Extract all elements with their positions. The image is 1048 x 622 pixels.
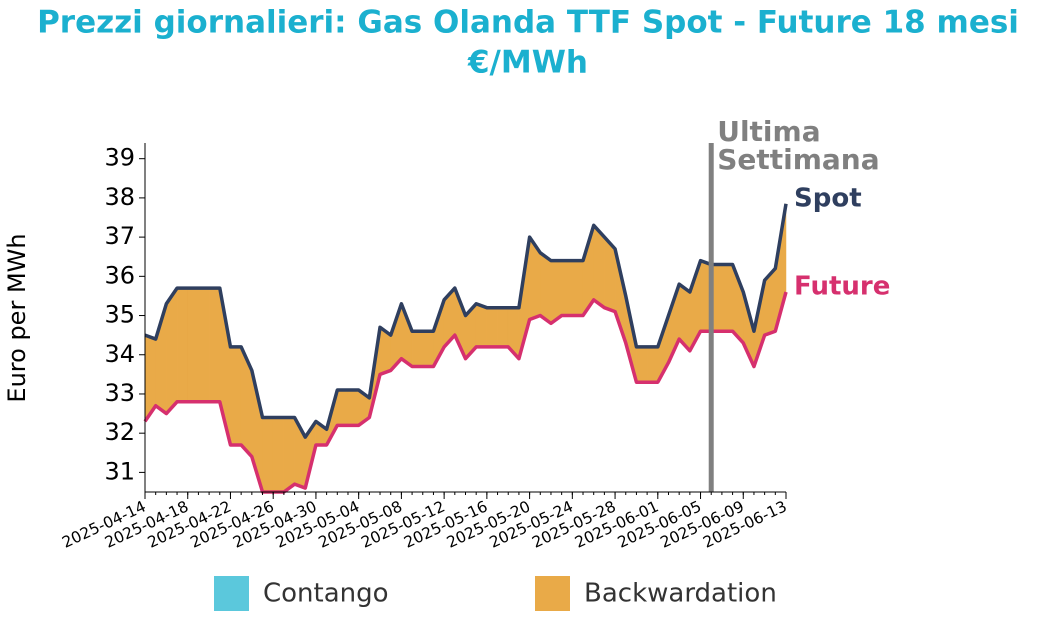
spread-fill [497, 307, 509, 348]
spread-fill [721, 264, 733, 332]
spread-fill [636, 346, 648, 383]
spread-fill [540, 252, 552, 324]
y-tick-label: 32 [104, 418, 135, 446]
annotation-label: Settimana [717, 143, 879, 176]
spread-fill [166, 287, 178, 415]
annotation-label: Ultima [717, 115, 820, 148]
series-label: Future [794, 272, 890, 302]
spread-fill [272, 417, 285, 493]
legend-swatch [535, 576, 570, 611]
spread-fill [208, 287, 221, 403]
y-tick-label: 36 [104, 261, 135, 289]
spread-fill [411, 330, 424, 367]
y-tick-label: 35 [104, 301, 135, 329]
y-tick-label: 37 [104, 222, 135, 250]
spread-fill [262, 417, 274, 493]
spread-fill [561, 260, 573, 316]
legend-label: Contango [263, 579, 389, 609]
spread-fill [187, 287, 199, 403]
series-line [143, 291, 788, 494]
spread-fill [347, 389, 359, 426]
spread-fill [572, 260, 584, 316]
chart-title: €/MWh [467, 45, 588, 81]
spread-fill [337, 389, 349, 426]
spread-fill [646, 346, 659, 383]
spread-fill [486, 307, 498, 348]
y-tick-label: 33 [104, 379, 135, 407]
spread-fill [550, 260, 562, 324]
y-axis-label: Euro per MWh [3, 233, 31, 402]
spread-fill [422, 330, 434, 367]
spread-fill [176, 287, 188, 403]
spread-fill [283, 417, 295, 493]
y-tick-label: 34 [104, 340, 135, 368]
spread-fill [198, 287, 210, 403]
y-tick-label: 38 [104, 183, 135, 211]
chart-title: Prezzi giornalieri: Gas Olanda TTF Spot … [37, 5, 1019, 41]
spread-fill [230, 346, 242, 446]
legend-label: Backwardation [584, 579, 777, 609]
spread-fill [475, 303, 488, 348]
series-label: Spot [794, 183, 862, 213]
legend-swatch [214, 576, 249, 611]
y-tick-label: 39 [104, 144, 135, 172]
y-tick-label: 31 [104, 457, 135, 485]
series-line [144, 203, 788, 439]
